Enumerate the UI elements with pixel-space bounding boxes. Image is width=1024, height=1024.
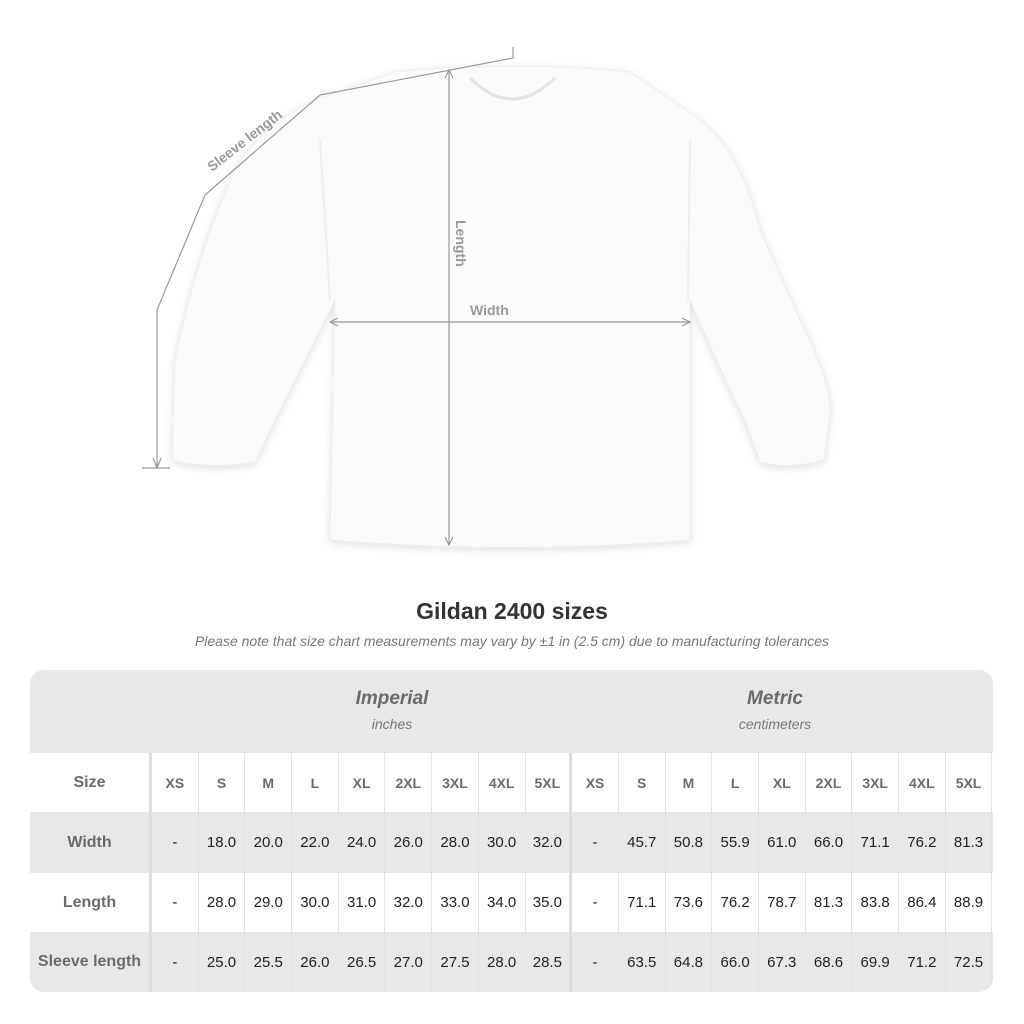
value-cell: -: [572, 873, 619, 932]
value-cell: 32.0: [385, 873, 433, 932]
value-cell: 28.0: [479, 932, 526, 992]
value-cell: 66.0: [712, 932, 759, 992]
value-cell: 50.8: [666, 812, 713, 873]
size-header-cell: XS: [572, 753, 619, 812]
value-cell: 86.4: [899, 873, 946, 932]
size-header-cell: S: [619, 753, 666, 812]
value-cell: 64.8: [666, 932, 713, 992]
size-header-cell: 5XL: [526, 753, 573, 812]
size-header-cell: XL: [339, 753, 386, 812]
value-cell: 66.0: [806, 812, 853, 873]
size-header-cell: L: [712, 753, 759, 812]
value-cell: 34.0: [479, 873, 526, 932]
value-cell: 76.2: [899, 812, 946, 873]
size-header-cell: 2XL: [385, 753, 433, 812]
value-cell: 81.3: [806, 873, 853, 932]
value-cell: 18.0: [199, 812, 246, 873]
value-cell: 28.0: [432, 812, 479, 873]
row-label: Width: [30, 812, 152, 873]
size-header-cell: 3XL: [852, 753, 899, 812]
sleeve-measure-line: [142, 47, 514, 470]
size-header-cell: M: [666, 753, 713, 812]
imperial-header: Imperial inches: [182, 688, 602, 732]
imperial-title: Imperial: [355, 688, 429, 709]
value-cell: 20.0: [245, 812, 293, 873]
value-cell: 30.0: [292, 873, 339, 932]
shirt-diagram: Sleeve length Length Width: [142, 47, 831, 548]
value-cell: 72.5: [946, 932, 993, 992]
value-cell: 55.9: [712, 812, 759, 873]
size-header-cell: 5XL: [946, 753, 993, 812]
table-row: Width -18.0 20.0 22.0 24.0 26.0 28.0 30.0 32.0-4…: [30, 812, 993, 873]
value-cell: 27.5: [432, 932, 479, 992]
table-row: Length -28.0 29.0 30.0 31.0 32.0 33.0 34.0 35.0-…: [30, 873, 993, 932]
row-label: Sleeve length: [30, 932, 152, 992]
table-row: Sleeve length -25.0 25.5 26.0 26.5 27.0 27.5 28…: [30, 932, 993, 992]
value-cell: -: [572, 932, 619, 992]
size-header-cell: M: [245, 753, 293, 812]
value-cell: 63.5: [619, 932, 666, 992]
value-cell: 83.8: [852, 873, 899, 932]
metric-header: Metric centimeters: [565, 688, 985, 732]
value-cell: 71.1: [619, 873, 666, 932]
value-cell: -: [152, 932, 199, 992]
value-cell: 26.0: [385, 812, 433, 873]
metric-unit: centimeters: [738, 716, 812, 732]
value-cell: 61.0: [759, 812, 806, 873]
width-label: Width: [470, 302, 509, 318]
value-cell: 24.0: [339, 812, 386, 873]
size-header-cell: 2XL: [806, 753, 853, 812]
value-cell: 71.2: [899, 932, 946, 992]
length-measure-line: [444, 68, 454, 547]
unit-header: Imperial inches Metric centimeters: [30, 670, 993, 753]
value-cell: 25.5: [245, 932, 293, 992]
row-label: Size: [30, 753, 152, 812]
size-header-cell: 4XL: [899, 753, 946, 812]
value-cell: 71.1: [852, 812, 899, 873]
value-cell: 78.7: [759, 873, 806, 932]
value-cell: 32.0: [526, 812, 573, 873]
metric-title: Metric: [747, 688, 803, 709]
size-header-cell: XL: [759, 753, 806, 812]
page-title: Gildan 2400 sizes: [416, 598, 608, 624]
value-cell: 69.9: [852, 932, 899, 992]
tolerance-note: Please note that size chart measurements…: [194, 633, 830, 649]
width-measure-line: [328, 317, 692, 327]
value-cell: 88.9: [946, 873, 993, 932]
value-cell: 28.5: [526, 932, 573, 992]
value-cell: 31.0: [339, 873, 386, 932]
value-cell: 30.0: [479, 812, 526, 873]
size-header-row: Size XS S M L XL 2XL 3XL 4XL 5XL XS S M L XL 2XL 3XL 4XL 5…: [30, 753, 993, 812]
size-header-cell: XS: [152, 753, 199, 812]
value-cell: -: [572, 812, 619, 873]
shirt-image: [171, 65, 831, 548]
value-cell: 45.7: [619, 812, 666, 873]
value-cell: 26.5: [339, 932, 386, 992]
value-cell: 68.6: [806, 932, 853, 992]
value-cell: 67.3: [759, 932, 806, 992]
value-cell: 73.6: [666, 873, 713, 932]
value-cell: 26.0: [292, 932, 339, 992]
value-cell: -: [152, 812, 199, 873]
size-table: Imperial inches Metric centimeters Size X…: [30, 670, 993, 992]
value-cell: 29.0: [245, 873, 293, 932]
value-cell: 33.0: [432, 873, 479, 932]
size-header-cell: S: [199, 753, 246, 812]
value-cell: 81.3: [946, 812, 993, 873]
size-header-cell: L: [292, 753, 339, 812]
size-header-cell: 4XL: [479, 753, 526, 812]
size-header-cell: 3XL: [432, 753, 479, 812]
row-label: Length: [30, 873, 152, 932]
length-label: Length: [453, 220, 469, 267]
value-cell: -: [152, 873, 199, 932]
value-cell: 22.0: [292, 812, 339, 873]
value-cell: 25.0: [199, 932, 246, 992]
value-cell: 28.0: [199, 873, 246, 932]
value-cell: 27.0: [385, 932, 433, 992]
value-cell: 35.0: [526, 873, 573, 932]
imperial-unit: inches: [371, 716, 413, 732]
value-cell: 76.2: [712, 873, 759, 932]
